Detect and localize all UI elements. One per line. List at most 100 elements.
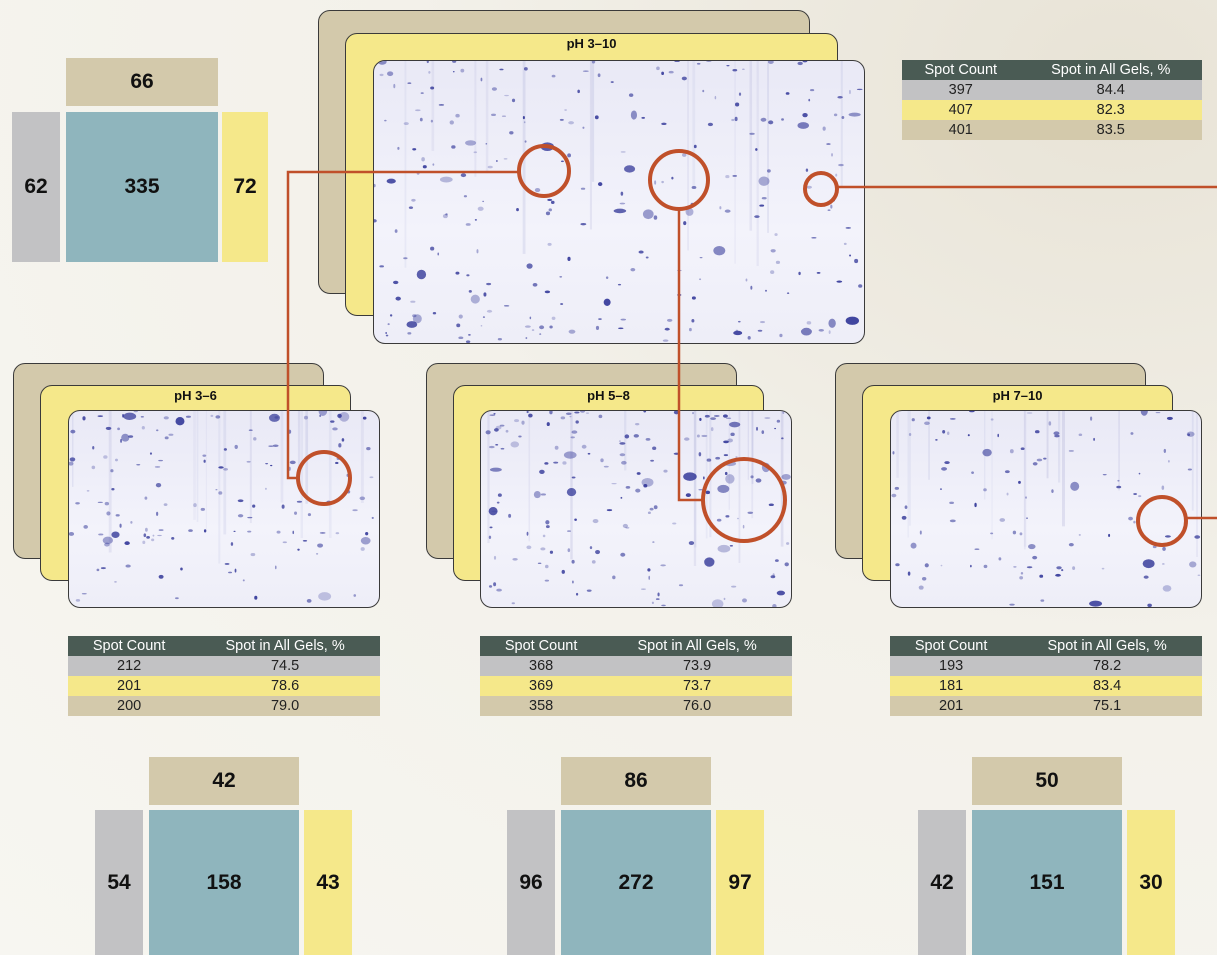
table-cell: 82.3 xyxy=(1019,100,1202,120)
gel-spot xyxy=(776,590,786,596)
gel-spot xyxy=(651,601,654,605)
gel-spot xyxy=(571,430,578,434)
gel-spot xyxy=(894,486,900,490)
venn-left-count: 62 xyxy=(12,112,60,262)
gel-spot xyxy=(623,165,636,173)
gel-spot xyxy=(69,531,75,536)
gel-spot xyxy=(684,437,690,441)
gel-spot xyxy=(688,541,695,546)
gel-spot xyxy=(254,595,258,600)
gel-spot xyxy=(816,272,821,274)
gel-spot xyxy=(303,415,308,420)
gel-spot xyxy=(845,316,860,325)
gel-spot xyxy=(316,553,319,555)
gel-spot xyxy=(141,425,145,430)
gel-spot xyxy=(386,178,396,184)
ph-label: pH 3–6 xyxy=(174,388,217,403)
count-value: 96 xyxy=(519,870,543,894)
gel-spot xyxy=(128,435,134,438)
gel-spot xyxy=(544,579,550,582)
gel-spot xyxy=(102,536,114,545)
gel-spot xyxy=(674,61,680,62)
gel-spot xyxy=(704,557,715,567)
gel-spot xyxy=(1048,421,1052,426)
gel-spot xyxy=(611,483,617,485)
gel-spot xyxy=(247,516,253,519)
gel-spot xyxy=(673,452,680,455)
gel-spot xyxy=(537,562,542,565)
gel-streak xyxy=(1058,411,1061,483)
gel-spot xyxy=(559,276,563,278)
gel-spot xyxy=(724,209,731,213)
gel-spot xyxy=(591,61,596,64)
gel-spot xyxy=(546,422,550,427)
gel-spot xyxy=(122,413,124,418)
gel-spot xyxy=(103,455,108,459)
gel-spot xyxy=(1078,433,1083,437)
gel-spot xyxy=(707,122,714,127)
gel-spot xyxy=(503,158,508,160)
gel-spot xyxy=(473,151,478,154)
gel-spot xyxy=(545,525,550,529)
gel-spot xyxy=(731,585,737,588)
gel-spot xyxy=(764,417,771,419)
gel-spot xyxy=(549,550,554,554)
gel-spot xyxy=(747,336,751,340)
gel-spot xyxy=(488,585,493,588)
gel-spot xyxy=(805,168,809,172)
gel-spot xyxy=(540,493,546,496)
gel-spot xyxy=(104,542,110,547)
table-row: 212 74.5 xyxy=(68,656,380,676)
gel-spot xyxy=(564,109,568,111)
gel-spot xyxy=(677,294,682,296)
gel-streak xyxy=(249,411,252,524)
gel-spot xyxy=(508,513,512,518)
gel-spot xyxy=(1078,533,1081,536)
gel-spot xyxy=(542,534,546,538)
gel-spot xyxy=(265,487,267,490)
gel-spot xyxy=(497,338,502,341)
gel-spot xyxy=(983,488,987,492)
gel-spot xyxy=(935,439,938,441)
gel-spot xyxy=(710,417,716,421)
gel-spot xyxy=(152,534,155,537)
gel-streak xyxy=(1196,411,1198,558)
gel-spot xyxy=(1012,530,1017,535)
gel-spot xyxy=(81,593,87,595)
gel-spot xyxy=(526,411,529,414)
gel-spot xyxy=(568,121,574,125)
gel-spot xyxy=(156,429,159,432)
gel-spot xyxy=(971,471,974,474)
gel-spot xyxy=(619,453,626,457)
gel-spot xyxy=(486,309,493,313)
gel-spot xyxy=(838,163,844,167)
count-value: 30 xyxy=(1139,870,1163,894)
count-value: 42 xyxy=(212,769,236,792)
gel-spot xyxy=(1036,458,1043,462)
gel-spot xyxy=(797,61,803,66)
gel-spot xyxy=(1039,574,1044,578)
gel-spot xyxy=(781,437,784,440)
gel-spot xyxy=(1147,603,1152,607)
gel-spot xyxy=(379,73,384,77)
gel-spot xyxy=(403,257,408,260)
gel-spot xyxy=(706,458,712,462)
gel-streak xyxy=(193,411,196,520)
gel-streak xyxy=(196,411,199,522)
gel-spot xyxy=(941,467,948,471)
count-value: 335 xyxy=(124,175,160,198)
gel-spot xyxy=(595,549,601,555)
table-header: Spot in All Gels, % xyxy=(1019,60,1202,80)
table-cell: 193 xyxy=(890,656,1013,676)
gel-spot xyxy=(656,66,660,71)
gel-spot xyxy=(465,223,471,226)
gel-spot xyxy=(774,233,778,236)
gel-spot xyxy=(835,173,838,177)
gel-spot xyxy=(420,92,424,94)
gel-streak xyxy=(404,61,407,268)
gel-streak xyxy=(1191,411,1194,511)
gel-spot xyxy=(69,461,74,466)
gel-spot xyxy=(660,564,666,567)
table-cell: 401 xyxy=(902,120,1020,140)
gel-spot xyxy=(509,131,514,135)
